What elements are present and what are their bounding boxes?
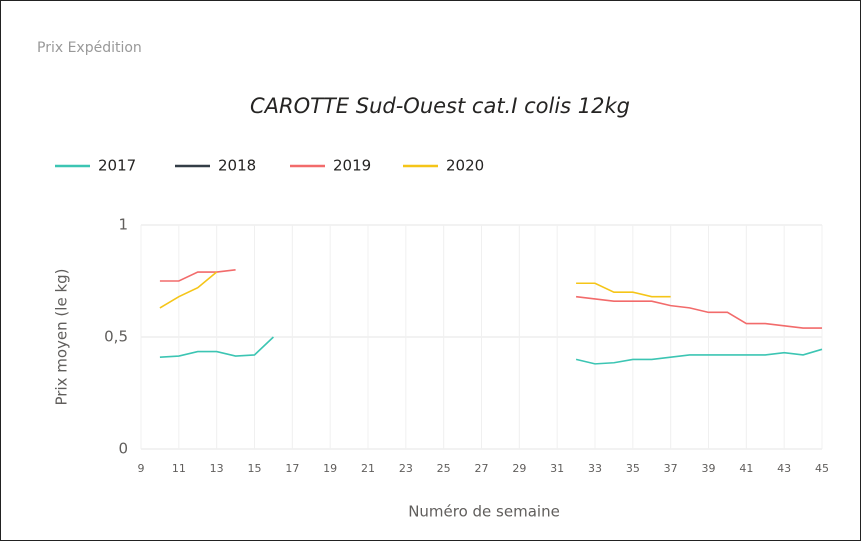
y-tick-label: 0 [118,440,128,458]
x-tick-label: 37 [664,462,678,475]
x-tick-label: 15 [248,462,262,475]
x-tick-label: 35 [626,462,640,475]
legend-label: 2020 [446,157,484,175]
x-tick-label: 13 [210,462,224,475]
series-line [575,295,822,329]
y-tick-label: 0,5 [104,328,128,346]
x-tick-label: 23 [399,462,413,475]
x-tick-label: 27 [475,462,489,475]
x-tick-label: 31 [550,462,564,475]
x-axis-label: Numéro de semaine [408,503,560,521]
series-line [159,271,218,309]
x-tick-label: 9 [138,462,145,475]
x-tick-label: 17 [285,462,299,475]
legend-label: 2018 [218,157,256,175]
x-tick-label: 25 [437,462,451,475]
x-tick-label: 45 [815,462,829,475]
x-tick-label: 21 [361,462,375,475]
legend-label: 2017 [98,157,136,175]
series-line [159,336,274,358]
x-tick-label: 39 [702,462,716,475]
legend-label: 2019 [333,157,371,175]
y-tick-label: 1 [118,216,128,234]
x-tick-label: 33 [588,462,602,475]
x-tick-label: 41 [739,462,753,475]
x-tick-label: 19 [323,462,337,475]
header-title: Prix Expédition [37,40,142,56]
series-line [159,269,236,282]
x-tick-label: 43 [777,462,791,475]
series-line [575,348,823,365]
series-line [576,282,671,298]
y-axis-label: Prix moyen (le kg) [53,268,71,405]
chart-title: CAROTTE Sud-Ouest cat.I colis 12kg [250,94,630,118]
x-tick-label: 29 [512,462,526,475]
x-tick-label: 11 [172,462,186,475]
